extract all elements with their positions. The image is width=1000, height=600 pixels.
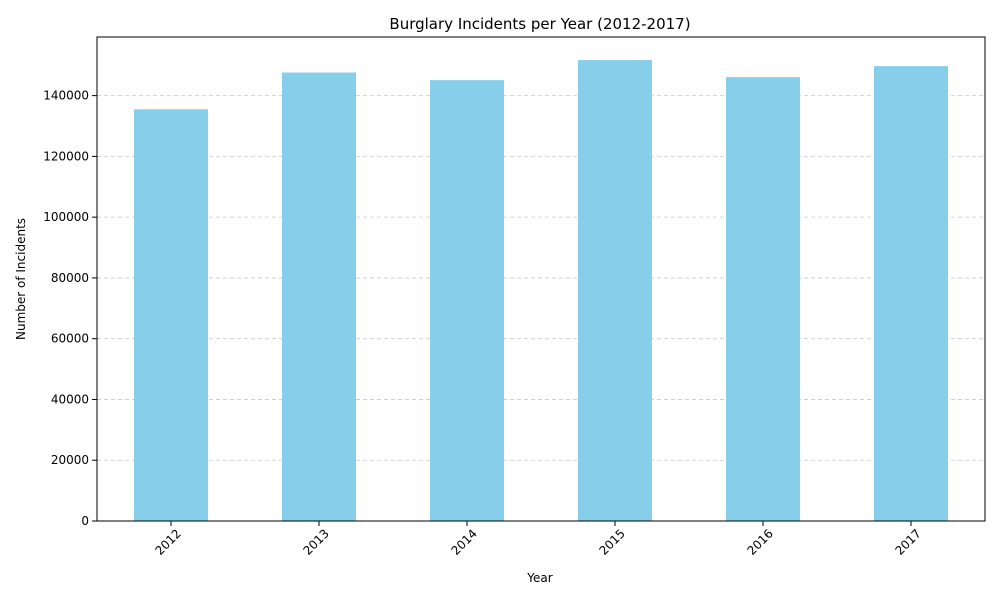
y-axis-ticks: 0 20000 40000 60000 80000 100000 120000 140000 — [43, 89, 97, 528]
bar-2016 — [726, 77, 800, 522]
bars — [134, 60, 948, 522]
y-tick-label: 140000 — [43, 89, 89, 103]
bar-2012 — [134, 109, 208, 521]
x-axis-label: Year — [526, 571, 552, 585]
bar-2015 — [578, 60, 652, 522]
bar-2013 — [282, 72, 356, 521]
y-tick-label: 20000 — [51, 453, 89, 467]
plot-frame — [96, 36, 986, 522]
y-tick-label: 100000 — [43, 210, 89, 224]
bar-2017 — [874, 66, 948, 522]
y-tick-label: 40000 — [51, 392, 89, 406]
y-tick-label: 120000 — [43, 149, 89, 163]
gridlines — [97, 95, 985, 461]
y-axis-label: Number of Incidents — [14, 218, 28, 340]
y-tick-label: 0 — [81, 514, 89, 528]
y-tick-label: 80000 — [51, 271, 89, 285]
bar-2014 — [430, 80, 504, 521]
chart-title: Burglary Incidents per Year (2012-2017) — [389, 15, 690, 33]
y-tick-label: 60000 — [51, 332, 89, 346]
